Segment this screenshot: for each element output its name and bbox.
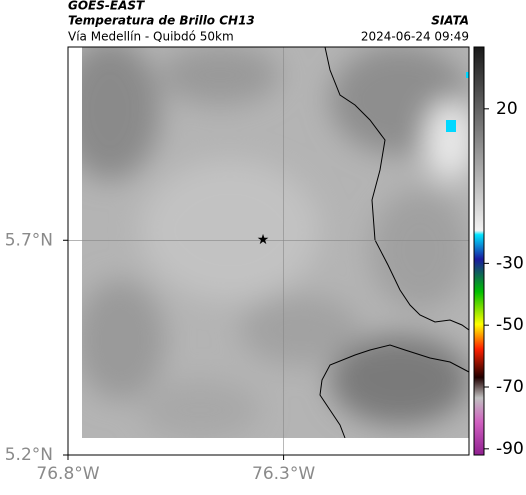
satellite-image	[82, 47, 469, 438]
city-marker: ★	[257, 232, 270, 248]
source: SIATA	[431, 14, 469, 28]
graticule	[68, 47, 469, 455]
colorbar-label: 20	[496, 99, 518, 119]
colorbar-label: -90	[496, 439, 524, 459]
title: GOES-EAST	[68, 0, 145, 13]
map-frame	[67, 46, 470, 456]
colorbar-label: -30	[496, 253, 524, 273]
colorbar-label: -70	[496, 377, 524, 397]
subtitle: Temperatura de Brillo CH13	[68, 14, 255, 28]
colorbar-label: -50	[496, 315, 524, 335]
route: Vía Medellín - Quibdó 50km	[68, 30, 234, 44]
timestamp: 2024-06-24 09:49	[361, 30, 469, 44]
colorbar	[473, 46, 485, 456]
y-tick-label: 5.2°N	[5, 445, 53, 465]
x-tick-label: 76.3°W	[252, 464, 315, 484]
y-tick-label: 5.7°N	[5, 230, 53, 250]
x-tick-label: 76.8°W	[36, 464, 99, 484]
